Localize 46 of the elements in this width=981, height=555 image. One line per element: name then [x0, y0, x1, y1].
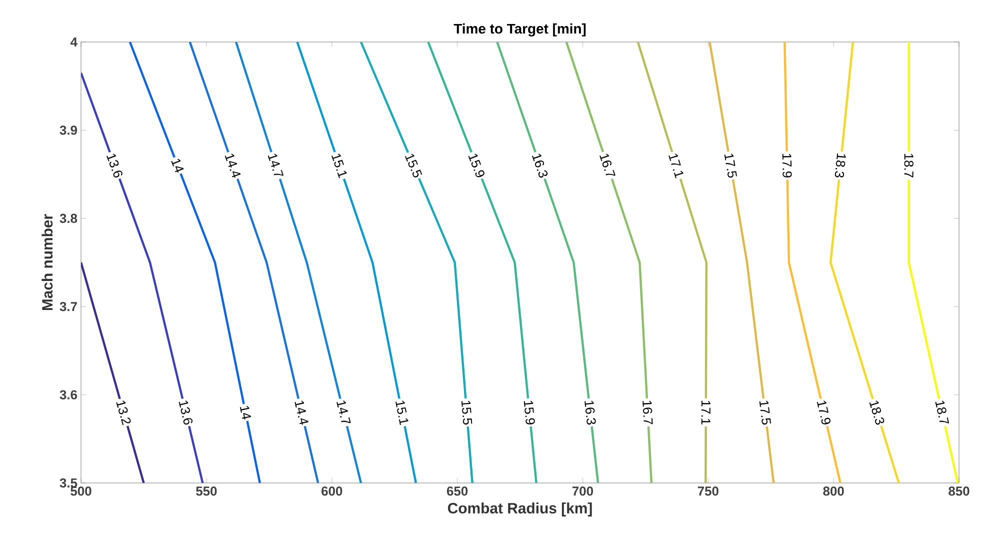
text: 14.7	[268, 154, 284, 176]
text: 15.1	[331, 154, 347, 178]
text: 18.7	[904, 154, 914, 178]
chart-title: Time to Target [min]	[454, 23, 586, 36]
x-tick-label: 700	[572, 486, 593, 496]
text: 15.9	[524, 400, 535, 424]
text: 15.5	[461, 400, 472, 425]
text: 15.9	[468, 154, 484, 178]
text: 17.9	[782, 154, 792, 178]
text: 14.7	[336, 400, 351, 424]
text: 17.1	[668, 154, 684, 178]
text: 15.5	[404, 154, 422, 178]
x-tick-label: 650	[446, 486, 468, 496]
text: 13.6	[178, 400, 193, 425]
text: 14	[171, 158, 184, 173]
text: 16.3	[584, 400, 596, 425]
text: 18.3	[869, 400, 884, 425]
text: 17.9	[816, 400, 830, 424]
y-tick-label: 3.7	[60, 302, 77, 312]
y-tick-label: 3.8	[60, 214, 78, 223]
x-tick-label: 550	[196, 486, 217, 496]
text: 16.7	[600, 154, 616, 176]
text: 16.7	[642, 400, 653, 424]
text: 14.4	[224, 154, 241, 178]
text: 14	[240, 406, 251, 420]
text: 17.5	[759, 400, 771, 425]
text: 13.2	[116, 400, 131, 426]
text: 17.5	[724, 154, 737, 178]
x-tick-label: 500	[70, 486, 92, 496]
text: 14.4	[294, 400, 308, 425]
x-tick-label: 600	[322, 486, 342, 496]
x-axis-title: Combat Radius [km]	[448, 502, 592, 516]
text: 17.1	[701, 400, 710, 424]
y-tick-label: 3.6	[60, 390, 78, 400]
x-tick-label: 800	[823, 486, 844, 496]
x-tick-label: 850	[948, 486, 970, 496]
text: 18.3	[834, 153, 846, 178]
x-tick-label: 750	[698, 486, 718, 496]
text: 13.6	[106, 154, 122, 178]
text: 18.7	[935, 400, 950, 424]
text: 16.3	[532, 154, 548, 178]
y-axis-title: Mach number	[42, 214, 53, 310]
y-tick-label: 4	[70, 38, 78, 46]
y-tick-label: 3.5	[60, 478, 78, 488]
text: 15.1	[395, 400, 408, 426]
y-tick-label: 3.9	[60, 126, 78, 135]
